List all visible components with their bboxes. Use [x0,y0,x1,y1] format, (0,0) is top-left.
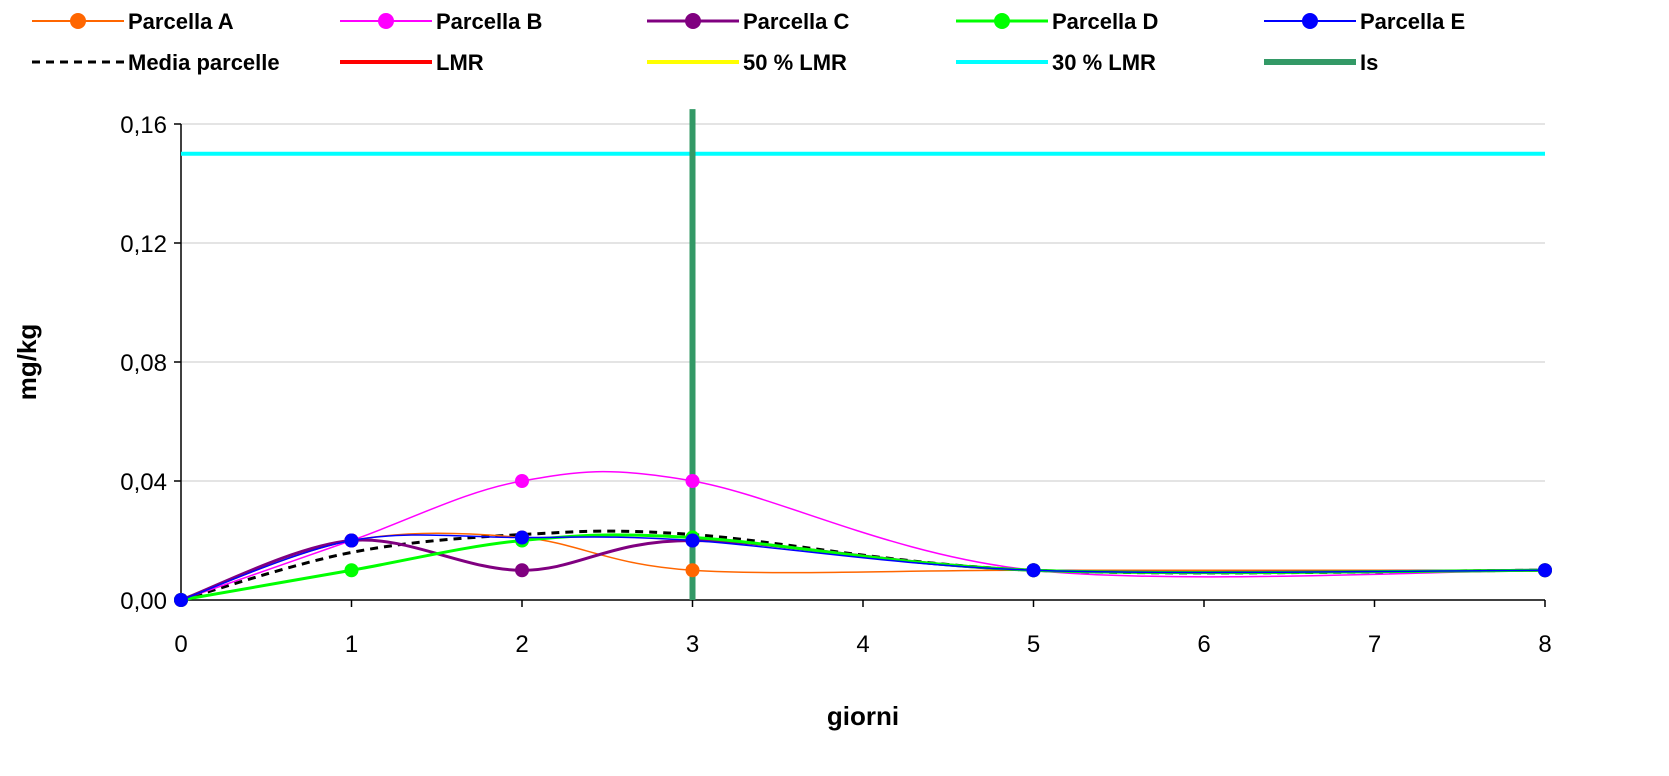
legend-item-lmr: LMR [340,50,484,75]
marker-parcella-e [1538,563,1552,578]
marker-parcella-a [685,563,700,578]
series-line-parcella-d [180,533,1546,602]
legend-marker [685,13,701,29]
legend-item-50-pct-lmr: 50 % LMR [647,50,847,75]
legend-marker [994,13,1010,29]
y-tick-label: 0,08 [120,350,167,377]
x-axis-title: giorni [827,701,899,731]
x-tick-label: 6 [1197,631,1210,658]
legend-item-is: Is [1264,50,1378,75]
legend-label: 50 % LMR [743,50,847,75]
y-tick-label: 0,04 [120,469,167,496]
legend-label: Is [1360,50,1378,75]
y-axis-title: mg/kg [12,324,42,401]
marker-parcella-b [515,474,529,488]
legend-item-30-pct-lmr: 30 % LMR [956,50,1156,75]
legend-marker [378,13,394,29]
marker-parcella-e [515,530,529,545]
marker-parcella-d [344,563,359,578]
x-tick-label: 5 [1027,631,1040,658]
axes [174,123,1546,607]
legend-label: Parcella E [1360,9,1465,34]
marker-parcella-e [1026,563,1041,578]
legend-item-parcella-c: Parcella C [647,9,850,34]
y-tick-label: 0,16 [120,112,167,139]
series-lines [180,109,1546,602]
legend-label: LMR [436,50,484,75]
tick-labels: 0,00 0,04 0,08 0,12 0,16 0 1 2 3 4 5 6 7 8 [120,112,1551,658]
x-tick-label: 4 [856,631,869,658]
x-tick-label: 8 [1538,631,1551,658]
series-line-parcella-a [180,532,1545,601]
legend-label: Parcella D [1052,9,1158,34]
x-tick-label: 7 [1368,631,1381,658]
legend: Parcella A Parcella B Parcella C Parcella D… [32,9,1465,75]
legend-item-media-parcelle: Media parcelle [32,50,280,75]
y-tick-label: 0,00 [120,588,167,615]
marker-parcella-e [685,533,700,548]
legend-label: Media parcelle [128,50,280,75]
legend-marker [70,13,86,29]
legend-label: 30 % LMR [1052,50,1156,75]
marker-parcella-b [685,474,700,488]
series-markers [174,474,1552,607]
marker-parcella-e [344,533,359,548]
x-tick-label: 1 [345,631,358,658]
gridlines [181,123,1545,482]
legend-label: Parcella C [743,9,850,34]
legend-item-parcella-e: Parcella E [1264,9,1465,34]
legend-label: Parcella B [436,9,542,34]
legend-marker [1302,13,1318,29]
x-tick-label: 3 [686,631,699,658]
legend-item-parcella-b: Parcella B [340,9,542,34]
legend-label: Parcella A [128,9,234,34]
legend-item-parcella-d: Parcella D [956,9,1158,34]
y-tick-label: 0,12 [120,231,167,258]
marker-parcella-e [174,593,188,607]
x-tick-label: 0 [174,631,187,658]
series-line-parcella-e [180,534,1546,601]
legend-item-parcella-a: Parcella A [32,9,234,34]
marker-parcella-c [515,563,529,578]
x-tick-label: 2 [515,631,528,658]
